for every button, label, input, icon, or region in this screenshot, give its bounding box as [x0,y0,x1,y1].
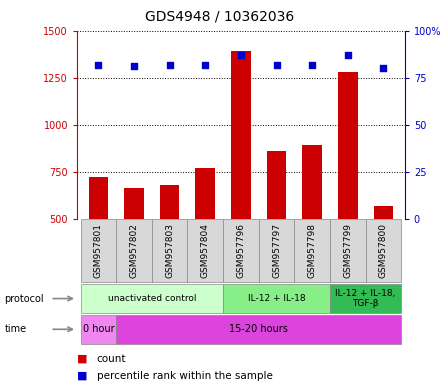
Text: 0 hour: 0 hour [83,324,114,334]
Point [131,63,138,70]
Text: percentile rank within the sample: percentile rank within the sample [97,371,273,381]
Bar [88,177,108,219]
Bar [231,51,251,219]
Text: GSM957798: GSM957798 [308,223,317,278]
Point [95,61,102,68]
Text: 15-20 hours: 15-20 hours [229,324,288,334]
Text: protocol: protocol [4,293,44,304]
Bar [187,219,223,282]
Text: GSM957797: GSM957797 [272,223,281,278]
Text: GSM957796: GSM957796 [236,223,246,278]
Bar [330,284,401,313]
Text: GSM957802: GSM957802 [129,223,139,278]
Bar [81,284,223,313]
Bar [160,185,180,219]
Text: GSM957799: GSM957799 [343,223,352,278]
Point [380,65,387,71]
Text: GSM957801: GSM957801 [94,223,103,278]
Text: GSM957804: GSM957804 [201,223,210,278]
Text: GSM957800: GSM957800 [379,223,388,278]
Bar [374,206,393,219]
Bar [294,219,330,282]
Point [273,61,280,68]
Bar [267,151,286,219]
Text: ■: ■ [77,354,88,364]
Bar [302,146,322,219]
Bar [116,219,152,282]
Text: GDS4948 / 10362036: GDS4948 / 10362036 [145,10,295,23]
Bar [116,315,401,344]
Text: time: time [4,324,26,334]
Bar [81,315,116,344]
Bar [366,219,401,282]
Text: IL-12 + IL-18: IL-12 + IL-18 [248,294,305,303]
Point [344,52,351,58]
Bar [81,219,116,282]
Bar [223,219,259,282]
Text: GSM957803: GSM957803 [165,223,174,278]
Text: ■: ■ [77,371,88,381]
Bar [338,72,358,219]
Point [308,61,315,68]
Bar [152,219,187,282]
Point [166,61,173,68]
Bar [195,168,215,219]
Text: unactivated control: unactivated control [107,294,196,303]
Bar [223,284,330,313]
Bar [330,219,366,282]
Point [202,61,209,68]
Bar [259,219,294,282]
Point [238,52,245,58]
Text: IL-12 + IL-18,
TGF-β: IL-12 + IL-18, TGF-β [335,289,396,308]
Text: count: count [97,354,126,364]
Bar [124,188,144,219]
